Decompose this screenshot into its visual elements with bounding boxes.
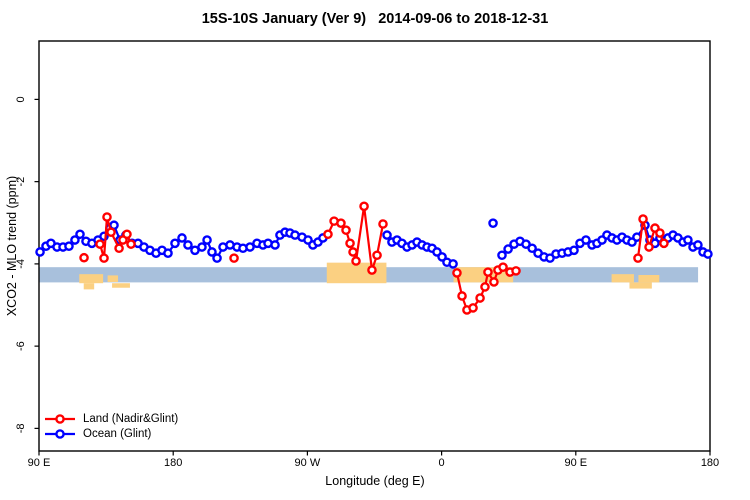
ocean-data-point	[270, 240, 280, 250]
y-tick-label: -8	[15, 423, 27, 433]
land-data-point	[122, 229, 132, 240]
ocean-data-point	[497, 250, 507, 261]
land-data-point	[126, 239, 136, 249]
land-data-point	[106, 227, 116, 238]
wheat-region	[629, 282, 652, 289]
ocean-data-point	[202, 235, 212, 245]
land-data-point	[348, 247, 358, 257]
x-tick-label: 0	[439, 457, 445, 469]
ocean-data-point	[75, 229, 85, 240]
x-tick-label: 90 W	[295, 457, 321, 469]
ocean-data-point	[503, 244, 513, 254]
ocean-data-point	[569, 245, 579, 256]
ocean-data-point	[163, 248, 173, 258]
legend-label-land: Land (Nadir&Glint)	[83, 412, 179, 425]
ocean-legend-symbol	[45, 428, 75, 439]
land-data-point	[475, 293, 485, 303]
x-tick-label: 180	[701, 457, 719, 469]
ocean-data-point	[35, 247, 45, 257]
legend-label-ocean: Ocean (Glint)	[83, 427, 152, 440]
land-data-point	[99, 253, 109, 263]
land-data-point	[79, 252, 89, 263]
land-data-point	[102, 212, 112, 222]
wheat-region	[112, 283, 130, 288]
y-tick-label: -6	[15, 341, 27, 351]
ocean-data-point	[581, 235, 591, 245]
land-data-point	[452, 268, 462, 278]
ocean-data-point	[521, 239, 531, 249]
land-data-point	[468, 303, 478, 313]
ocean-data-point	[683, 235, 693, 245]
wheat-region	[83, 283, 95, 290]
x-tick-label: 180	[164, 457, 182, 469]
y-tick-label: -2	[15, 177, 27, 187]
land-data-point	[633, 253, 643, 263]
land-data-point	[114, 243, 124, 254]
y-tick-label: -4	[15, 259, 27, 269]
land-data-point	[655, 228, 665, 238]
ocean-data-point	[183, 240, 193, 250]
land-data-point	[351, 256, 361, 266]
land-data-point	[489, 277, 499, 287]
ocean-data-point	[448, 259, 458, 269]
ocean-data-point	[177, 233, 187, 243]
legend-item-land: Land (Nadir&Glint)	[44, 411, 178, 426]
land-data-point	[95, 239, 105, 249]
ocean-data-point	[212, 253, 222, 263]
land-legend-symbol	[45, 413, 75, 424]
x-tick-label: 90 E	[28, 457, 51, 469]
chart-title: 15S-10S January (Ver 9) 2014-09-06 to 20…	[201, 11, 549, 27]
land-data-point	[359, 201, 369, 212]
ocean-data-point	[70, 235, 80, 245]
wheat-region	[611, 274, 634, 283]
ocean-data-point	[170, 238, 180, 249]
ocean-data-point	[693, 240, 703, 250]
land-data-point	[367, 265, 377, 275]
ocean-data-point	[527, 243, 537, 254]
ocean-data-point	[703, 249, 713, 259]
ocean-data-point	[64, 241, 74, 252]
plot-border	[38, 40, 711, 452]
land-data-point	[457, 291, 467, 301]
land-data-point	[638, 214, 648, 224]
wheat-region	[79, 274, 104, 284]
land-data-point	[483, 267, 493, 277]
land-data-point	[372, 250, 382, 261]
wheat-region	[638, 274, 660, 283]
land-data-point	[323, 229, 333, 240]
ocean-data-point	[382, 230, 392, 240]
land-data-point	[345, 238, 355, 249]
land-data-point	[229, 253, 239, 263]
legend: Land (Nadir&Glint) Ocean (Glint)	[44, 411, 178, 441]
land-data-point	[480, 282, 490, 292]
ocean-data-point	[245, 242, 255, 252]
land-data-point	[336, 218, 346, 228]
ocean-data-point	[197, 242, 207, 252]
land-data-point	[341, 225, 351, 235]
legend-item-ocean: Ocean (Glint)	[44, 426, 178, 441]
land-data-point	[511, 266, 521, 276]
wheat-region	[107, 275, 119, 282]
ocean-data-point	[488, 218, 498, 228]
land-data-point	[659, 238, 669, 249]
land-data-point	[378, 219, 388, 229]
x-axis-title: Longitude (deg E)	[325, 474, 425, 488]
x-tick-label: 90 E	[564, 457, 587, 469]
land-data-point	[644, 242, 654, 252]
y-tick-label: 0	[15, 96, 27, 102]
ocean-data-point	[207, 247, 217, 257]
land-data-point	[498, 262, 508, 272]
